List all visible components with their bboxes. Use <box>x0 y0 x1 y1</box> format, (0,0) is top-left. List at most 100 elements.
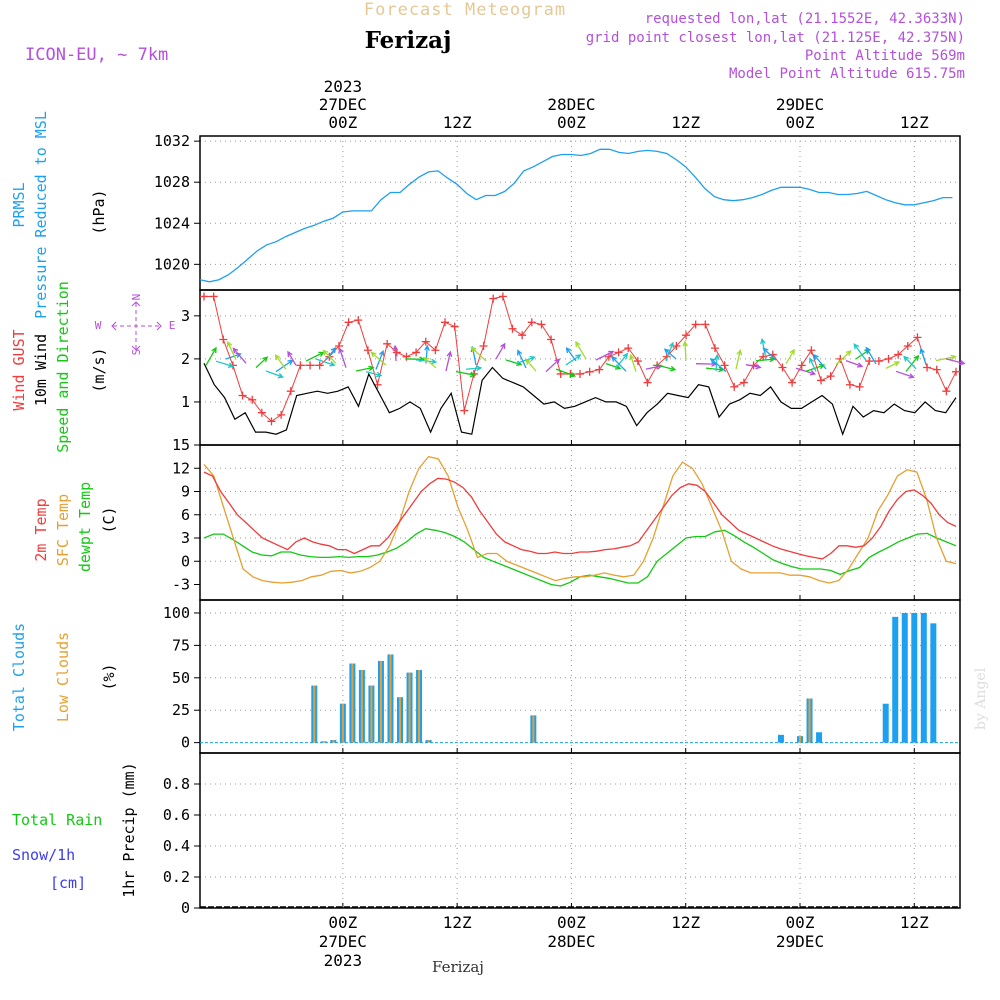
wind-direction-arrow <box>424 344 430 364</box>
pressure-labels: PRMSL Pressure Reduced to MSL (hPa) <box>10 111 108 319</box>
top-time-label: 12Z <box>671 113 700 132</box>
wind-gust-marker <box>383 339 392 348</box>
temperature-ytick-label: 15 <box>172 436 190 454</box>
precip-ytick-label: 0 <box>181 899 190 917</box>
clouds-ytick-label: 75 <box>172 636 190 654</box>
cloud-labels: Total Clouds Low Clouds (%) <box>10 623 118 731</box>
compass-rose-icon: N S W E <box>95 294 176 356</box>
wind-direction-arrow <box>465 365 483 372</box>
wind-direction-arrow <box>392 344 399 362</box>
wind-gust-marker <box>884 354 893 363</box>
wind-gust-marker <box>354 316 363 325</box>
closest-coords: grid point closest lon,lat (21.125E, 42.… <box>586 30 965 46</box>
bottom-time-label: 12Z <box>671 913 700 932</box>
pressure-label-unit: (hPa) <box>90 189 108 234</box>
wind-gust-marker <box>479 341 488 350</box>
wind-direction-arrow <box>595 350 615 361</box>
clouds-ytick-label: 50 <box>172 669 190 687</box>
wind-gust-marker <box>701 320 710 329</box>
wind-gust-marker <box>624 344 633 353</box>
low-cloud-bar <box>532 715 535 743</box>
bottom-date-label: 29DEC <box>776 932 824 951</box>
wind-gust-marker <box>257 408 266 417</box>
wind-direction-arrow <box>885 361 901 369</box>
temperature-ytick-label: 12 <box>172 459 190 477</box>
wind-ytick-label: 2 <box>181 350 190 368</box>
wind-direction-arrow <box>629 353 637 372</box>
wind-gust-marker <box>489 294 498 303</box>
wind-gust-marker <box>450 322 459 331</box>
clouds-ytick-label: 25 <box>172 701 190 719</box>
wind-gust-marker <box>942 387 951 396</box>
wind-direction-arrow <box>745 363 762 370</box>
wind-gust-marker <box>932 365 941 374</box>
wind-direction-arrow <box>545 358 561 373</box>
wind-gust-marker <box>315 361 324 370</box>
wind-gust-marker <box>894 350 903 359</box>
wind-direction-arrow <box>709 357 727 373</box>
wind-gust-marker <box>498 292 507 301</box>
clouds-ytick-label: 0 <box>181 734 190 752</box>
low-cloud-bar <box>399 697 401 743</box>
wind-direction-arrow <box>575 340 587 360</box>
wind-gust-marker <box>952 367 960 376</box>
wind-direction-arrow <box>370 351 387 366</box>
pressure-label-prmsl: PRMSL <box>10 182 28 227</box>
wind-direction-arrow <box>785 348 795 365</box>
precip-label-snow: Snow/1h <box>12 846 75 864</box>
total-cloud-bar <box>777 734 784 743</box>
low-cloud-bar <box>799 736 801 743</box>
wind-gust-marker <box>576 369 584 378</box>
footer-location: Ferizaj <box>432 958 484 976</box>
precip-labels: Total Rain Snow/1h [cm] 1hr Precip (mm) <box>12 762 138 897</box>
wind-direction-arrow <box>355 365 375 372</box>
bottom-time-label: 00Z <box>557 913 586 932</box>
wind-gust-marker <box>248 395 257 404</box>
model-altitude: Model Point Altitude 615.75m <box>729 66 965 82</box>
low-cloud-bar <box>332 740 335 743</box>
wind-direction-arrow <box>322 349 337 364</box>
temp-label-unit: (C) <box>100 506 118 533</box>
wind-ytick-label: 1 <box>181 393 190 411</box>
temp-line-orange <box>203 455 957 584</box>
wind-gust-marker <box>421 337 430 346</box>
low-cloud-bar <box>351 663 354 743</box>
pressure-ytick-label: 1020 <box>154 255 190 273</box>
wind-gust-marker <box>460 406 469 415</box>
wind-gust-marker <box>238 391 247 400</box>
wind-direction-arrow <box>853 343 867 361</box>
wind-gust-marker <box>614 348 623 357</box>
wind-direction-arrow <box>762 347 777 361</box>
low-cloud-bar <box>427 740 430 743</box>
temperature-panel: -3 0 3 6 9 12 15 <box>172 436 960 600</box>
wind-gust-marker <box>730 382 739 391</box>
wind-label-10m: 10m Wind <box>32 334 50 406</box>
wind-gust-marker <box>537 320 546 329</box>
top-time-label: 00Z <box>557 113 586 132</box>
low-cloud-bar <box>408 672 411 743</box>
wind-gust-marker <box>431 346 440 355</box>
wind-direction-arrow <box>265 370 285 379</box>
bottom-date-label: 28DEC <box>547 932 595 951</box>
clouds-ytick-label: 100 <box>163 604 190 622</box>
temp-labels: 2m Temp SFC Temp dewpt Temp (C) <box>32 482 118 572</box>
wind-gust-marker <box>913 333 922 342</box>
wind-direction-arrow <box>845 360 864 368</box>
wind-gust-marker <box>923 363 932 372</box>
wind-gust-marker <box>855 382 864 391</box>
clouds-panel: 0 25 50 75 100 <box>163 600 960 753</box>
temperature-ytick-label: 9 <box>181 483 190 501</box>
total-cloud-bar <box>920 612 927 743</box>
wind-label-dir: Speed and Direction <box>54 281 72 453</box>
bottom-year-label: 2023 <box>324 951 363 970</box>
wind-direction-arrow <box>865 346 877 365</box>
wind-direction-arrow <box>338 347 347 368</box>
wind-direction-arrow <box>663 348 677 360</box>
pressure-panel: 1020 1024 1028 1032 <box>154 132 960 290</box>
wind-gust-marker <box>691 320 700 329</box>
wind-direction-arrow <box>274 354 287 370</box>
wind-gust-marker <box>807 346 816 355</box>
wind-direction-arrow <box>255 356 269 369</box>
